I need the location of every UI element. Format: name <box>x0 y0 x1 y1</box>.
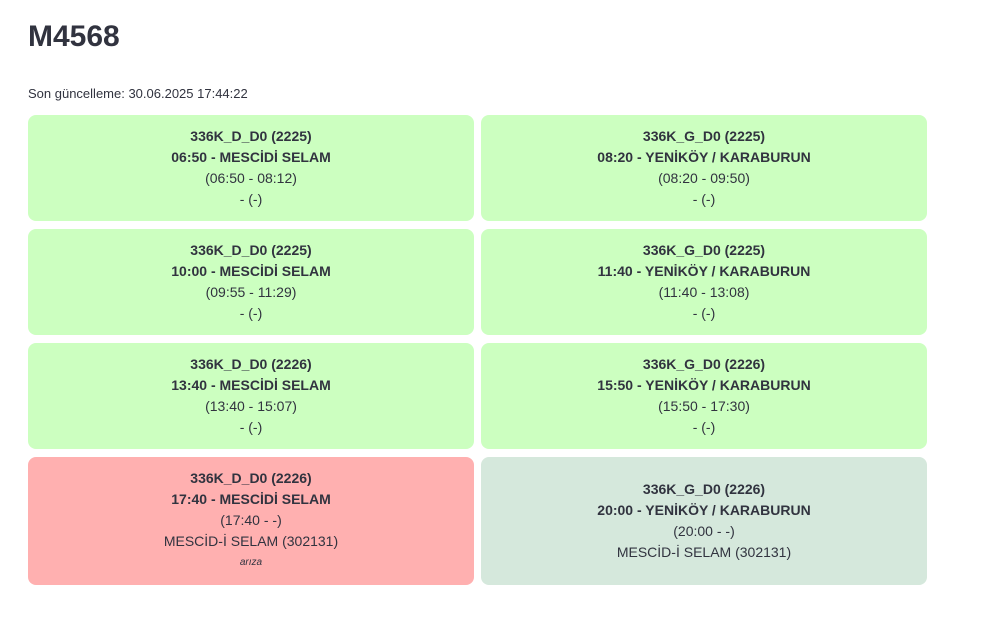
card-trip: 17:40 - MESCİDİ SELAM <box>171 491 331 507</box>
trip-card: 336K_G_D0 (2226) 15:50 - YENİKÖY / KARABU… <box>481 343 927 449</box>
card-trip: 06:50 - MESCİDİ SELAM <box>171 149 331 165</box>
card-trip: 08:20 - YENİKÖY / KARABURUN <box>597 149 811 165</box>
trip-card: 336K_D_D0 (2225) 10:00 - MESCİDİ SELAM (09… <box>28 229 474 335</box>
card-stop: - (-) <box>692 305 716 321</box>
card-route: 336K_D_D0 (2226) <box>190 470 312 486</box>
trip-card: 336K_G_D0 (2225) 11:40 - YENİKÖY / KARABU… <box>481 229 927 335</box>
card-stop: - (-) <box>239 305 263 321</box>
card-trip: 15:50 - YENİKÖY / KARABURUN <box>597 377 811 393</box>
card-trip: 11:40 - YENİKÖY / KARABURUN <box>597 263 811 279</box>
card-times: (08:20 - 09:50) <box>658 170 750 186</box>
title: M4568 <box>28 20 120 53</box>
trip-card: 336K_D_D0 (2226) 13:40 - MESCİDİ SELAM (13… <box>28 343 474 449</box>
card-times: (09:55 - 11:29) <box>205 284 297 300</box>
last-updated: Son güncelleme: 30.06.2025 17:44:22 <box>28 86 248 101</box>
card-times: (20:00 - -) <box>673 523 735 539</box>
card-note: arıza <box>239 557 263 568</box>
card-stop: - (-) <box>692 191 716 207</box>
card-route: 336K_D_D0 (2226) <box>190 356 312 372</box>
card-times: (11:40 - 13:08) <box>658 284 750 300</box>
card-stop: - (-) <box>239 191 263 207</box>
card-route: 336K_D_D0 (2225) <box>190 242 312 258</box>
trip-card: 336K_G_D0 (2225) 08:20 - YENİKÖY / KARABU… <box>481 115 927 221</box>
card-route: 336K_G_D0 (2225) <box>642 128 766 144</box>
card-stop: - (-) <box>239 419 263 435</box>
card-grid: 336K_D_D0 (2225) 06:50 - MESCİDİ SELAM (06… <box>28 115 928 585</box>
trip-card: 336K_G_D0 (2226) 20:00 - YENİKÖY / KARABU… <box>481 457 927 585</box>
card-stop: MESCİD-İ SELAM (302131) <box>616 544 792 560</box>
card-trip: 13:40 - MESCİDİ SELAM <box>171 377 331 393</box>
card-route: 336K_G_D0 (2226) <box>642 481 766 497</box>
card-stop: MESCİD-İ SELAM (302131) <box>163 533 339 549</box>
card-route: 336K_G_D0 (2226) <box>642 356 766 372</box>
card-times: (15:50 - 17:30) <box>658 398 750 414</box>
card-times: (13:40 - 15:07) <box>205 398 297 414</box>
card-times: (06:50 - 08:12) <box>205 170 297 186</box>
card-route: 336K_D_D0 (2225) <box>190 128 312 144</box>
card-stop: - (-) <box>692 419 716 435</box>
trip-card: 336K_D_D0 (2226) 17:40 - MESCİDİ SELAM (17… <box>28 457 474 585</box>
trip-card: 336K_D_D0 (2225) 06:50 - MESCİDİ SELAM (06… <box>28 115 474 221</box>
card-times: (17:40 - -) <box>220 512 282 528</box>
card-trip: 20:00 - YENİKÖY / KARABURUN <box>597 502 811 518</box>
card-route: 336K_G_D0 (2225) <box>642 242 766 258</box>
card-trip: 10:00 - MESCİDİ SELAM <box>171 263 331 279</box>
